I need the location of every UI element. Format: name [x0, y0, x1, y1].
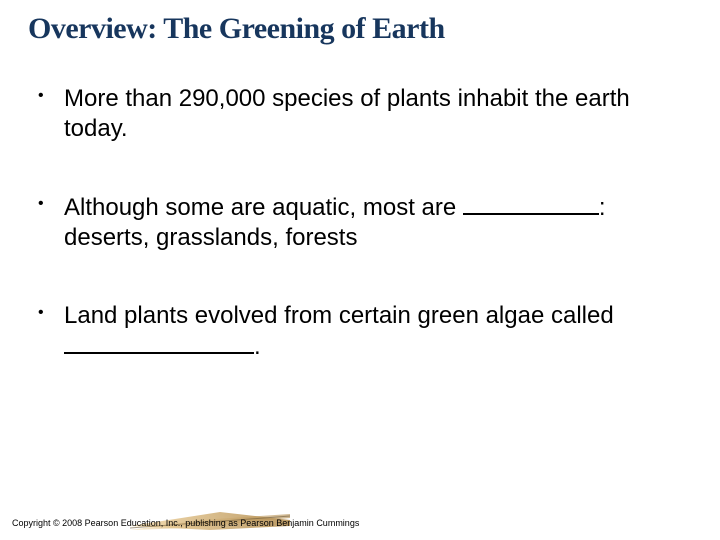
list-item: Land plants evolved from certain green a… — [32, 301, 692, 362]
fill-in-blank — [463, 192, 599, 215]
list-item: More than 290,000 species of plants inha… — [32, 84, 692, 144]
bullet-list: More than 290,000 species of plants inha… — [28, 84, 692, 362]
list-item: Although some are aquatic, most are : de… — [32, 192, 692, 253]
fill-in-blank — [64, 331, 254, 354]
copyright-text: Copyright © 2008 Pearson Education, Inc.… — [12, 518, 359, 528]
page-title: Overview: The Greening of Earth — [28, 12, 692, 46]
slide: Overview: The Greening of Earth More tha… — [0, 0, 720, 540]
